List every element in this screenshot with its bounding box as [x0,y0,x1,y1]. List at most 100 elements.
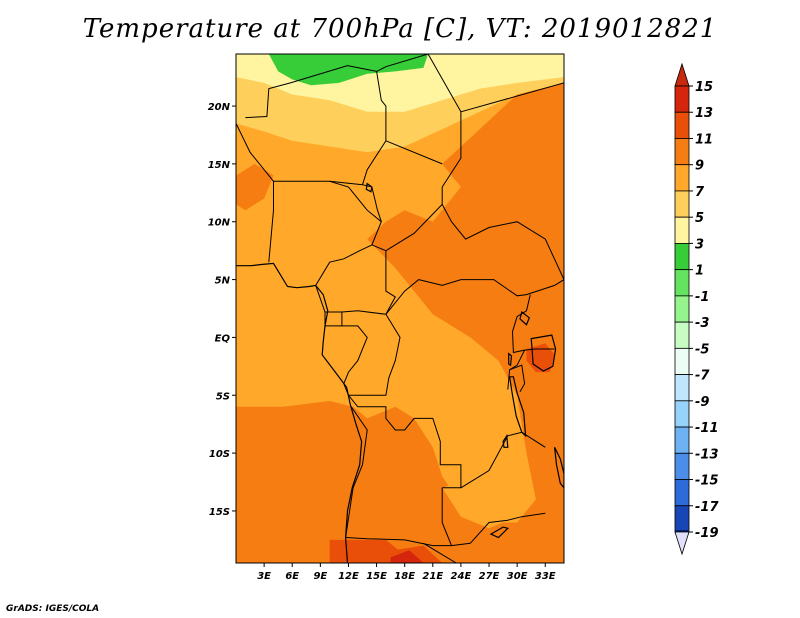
map-title: Temperature at 700hPa [C], VT: 201901282… [82,14,718,44]
lon-tick-label-21E: 21E [422,571,443,582]
colorbar: 15 13 11 9 7 5 3 1 -1 -3 -5 -7 -9 -11 -13 -15 -17 -19 [674,62,719,556]
colorbar-swatch-5 [674,216,690,244]
country-border-8 [329,180,443,252]
lon-tick-label-30E: 30E [507,571,528,582]
lon-tick-label-6E: 6E [285,571,299,582]
lake-outline-2 [508,352,513,367]
lat-tick-label-EQ: EQ [215,333,231,344]
country-border-24 [509,364,526,393]
colorbar-label-5: 5 [695,211,704,226]
country-border-2 [361,71,387,222]
colorbar-swatch-11 [674,374,690,402]
country-border-16 [348,394,462,489]
colorbar-label--5: -5 [695,342,709,357]
colorbar-label-13: 13 [695,106,713,121]
lon-tick-label-15E: 15E [366,571,387,582]
country-border-3 [385,140,443,165]
country-border-18 [345,537,471,547]
country-border-23 [524,348,555,351]
boundary-lines [236,54,564,563]
lat-tick-label-15N: 15N [208,160,231,171]
colorbar-label-1: 1 [695,264,704,279]
country-border-4 [427,54,564,280]
country-border-22 [507,294,531,390]
lake-outline-3 [519,310,531,326]
lat-tick-label-15S: 15S [209,507,230,518]
colorbar-swatch-4 [674,190,690,218]
country-border-19 [441,487,452,546]
colorbar-label-9: 9 [695,159,704,174]
colorbar-top-arrow [674,62,690,87]
colorbar-label-7: 7 [695,185,705,200]
country-border-17 [345,406,368,538]
country-border-20 [460,431,546,489]
lat-tick-label-5N: 5N [215,276,231,287]
temp-region-9-11-1 [236,82,564,563]
colorbar-label-11: 11 [695,132,713,147]
lake-outline-7 [365,182,373,193]
colorbar-swatch-3 [674,164,690,192]
country-border-21 [469,512,546,544]
temperature-field [236,54,564,563]
colorbar-swatch-0 [674,85,690,113]
lat-tick-label-5S: 5S [216,391,230,402]
plot-frame [235,53,565,564]
colorbar-swatch-14 [674,452,690,480]
colorbar-label--7: -7 [695,369,710,384]
lon-tick-label-18E: 18E [394,571,415,582]
colorbar-label--17: -17 [695,500,719,515]
lake-outline-0 [530,334,557,372]
colorbar-label--15: -15 [695,474,719,489]
temp-region-13-15-7 [390,550,424,563]
country-border-25 [423,542,457,563]
map-axes: 3E 6E 9E 12E 15E 18E 21E 24E 27E 30E 33E 20N 15N 10N 5… [208,102,556,582]
temp-region-9-11-3 [236,163,274,211]
colorbar-swatch-1 [674,111,690,139]
colorbar-swatch-2 [674,138,690,166]
country-border-12 [324,312,343,327]
colorbar-label--11: -11 [695,421,719,436]
country-border-5 [460,82,564,113]
colorbar-swatch-12 [674,400,690,428]
country-border-13 [385,279,564,315]
lon-tick-label-24E: 24E [451,571,472,582]
colorbar-swatch-10 [674,347,690,375]
colorbar-label--9: -9 [695,395,709,410]
coastline [236,262,363,563]
temp-region-7-9-2 [442,476,518,529]
lat-tick-label-20N: 20N [208,102,231,113]
colorbar-swatch-7 [674,269,690,297]
colorbar-label--1: -1 [695,290,709,305]
colorbar-label--13: -13 [695,447,719,462]
country-border-10 [315,244,373,286]
lat-tick-label-10S: 10S [209,449,230,460]
country-border-15 [341,325,368,396]
colorbar-swatch-16 [674,505,690,533]
colorbar-label-3: 3 [695,237,704,252]
lon-tick-label-12E: 12E [338,571,359,582]
country-border-1 [347,54,429,72]
lake-outline-1 [508,376,527,438]
colorbar-label-15: 15 [695,80,713,95]
lon-tick-label-3E: 3E [257,571,271,582]
lon-tick-label-27E: 27E [479,571,500,582]
country-border-14 [348,314,401,396]
lake-outline-6 [502,434,509,448]
country-border-0 [245,65,348,119]
lake-outline-5 [489,526,509,539]
colorbar-label--3: -3 [695,316,709,331]
country-border-7 [273,180,363,186]
colorbar-bottom-arrow [674,531,690,556]
colorbar-swatch-13 [674,426,690,454]
lake-outline-4 [554,447,564,489]
lon-tick-label-9E: 9E [313,571,327,582]
lat-tick-label-10N: 10N [208,218,231,229]
colorbar-swatch-6 [674,243,690,271]
colorbar-swatch-9 [674,321,690,349]
grads-credit: GrADS: IGES/COLA [6,604,100,614]
country-border-9 [385,250,396,315]
colorbar-label--19: -19 [695,526,719,541]
colorbar-swatch-8 [674,295,690,323]
lon-tick-label-33E: 33E [535,571,556,582]
